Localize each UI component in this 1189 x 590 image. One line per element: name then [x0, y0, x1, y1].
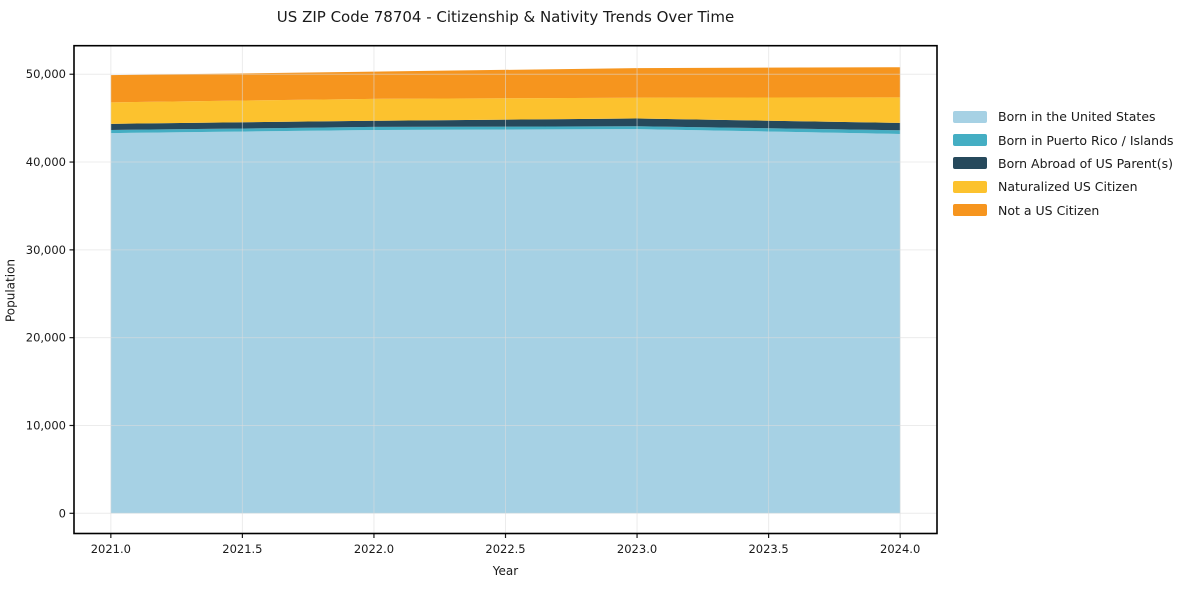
- legend-swatch-naturalized: [953, 180, 987, 193]
- legend-item: Naturalized US Citizen: [953, 175, 1174, 198]
- legend-label: Not a US Citizen: [998, 202, 1100, 218]
- legend-swatch-born-abroad: [953, 157, 987, 170]
- legend-swatch-puerto-rico: [953, 134, 987, 147]
- chart-title: US ZIP Code 78704 - Citizenship & Nativi…: [276, 8, 735, 26]
- x-tick-label: 2021.0: [91, 542, 131, 556]
- legend-swatch-born-us: [953, 110, 987, 123]
- x-tick-label: 2024.0: [880, 542, 920, 556]
- legend-swatch-not-citizen: [953, 204, 987, 217]
- area-series-1: [110, 126, 901, 134]
- x-tick-label: 2023.5: [748, 542, 788, 556]
- y-tick-label: 0: [59, 506, 66, 520]
- legend-item: Born in Puerto Rico / Islands: [953, 128, 1174, 151]
- legend-item: Born Abroad of US Parent(s): [953, 152, 1174, 175]
- legend-label: Naturalized US Citizen: [998, 179, 1138, 195]
- y-axis-label: Population: [3, 258, 18, 323]
- y-tick-label: 10,000: [26, 418, 66, 432]
- y-tick-label: 30,000: [26, 243, 66, 257]
- legend-label: Born in Puerto Rico / Islands: [998, 132, 1174, 148]
- legend: Born in the United States Born in Puerto…: [953, 105, 1174, 222]
- y-tick-label: 40,000: [26, 155, 66, 169]
- legend-label: Born in the United States: [998, 109, 1156, 125]
- x-axis-label: Year: [492, 564, 519, 578]
- y-tick-label: 50,000: [26, 67, 66, 81]
- legend-item: Not a US Citizen: [953, 199, 1174, 222]
- x-tick-label: 2023.0: [617, 542, 657, 556]
- legend-label: Born Abroad of US Parent(s): [998, 155, 1173, 171]
- y-tick-label: 20,000: [26, 331, 66, 345]
- axes-box: [73, 44, 938, 535]
- x-tick-label: 2021.5: [222, 542, 262, 556]
- x-tick-label: 2022.0: [354, 542, 394, 556]
- x-tick-label: 2022.5: [485, 542, 525, 556]
- legend-item: Born in the United States: [953, 105, 1174, 128]
